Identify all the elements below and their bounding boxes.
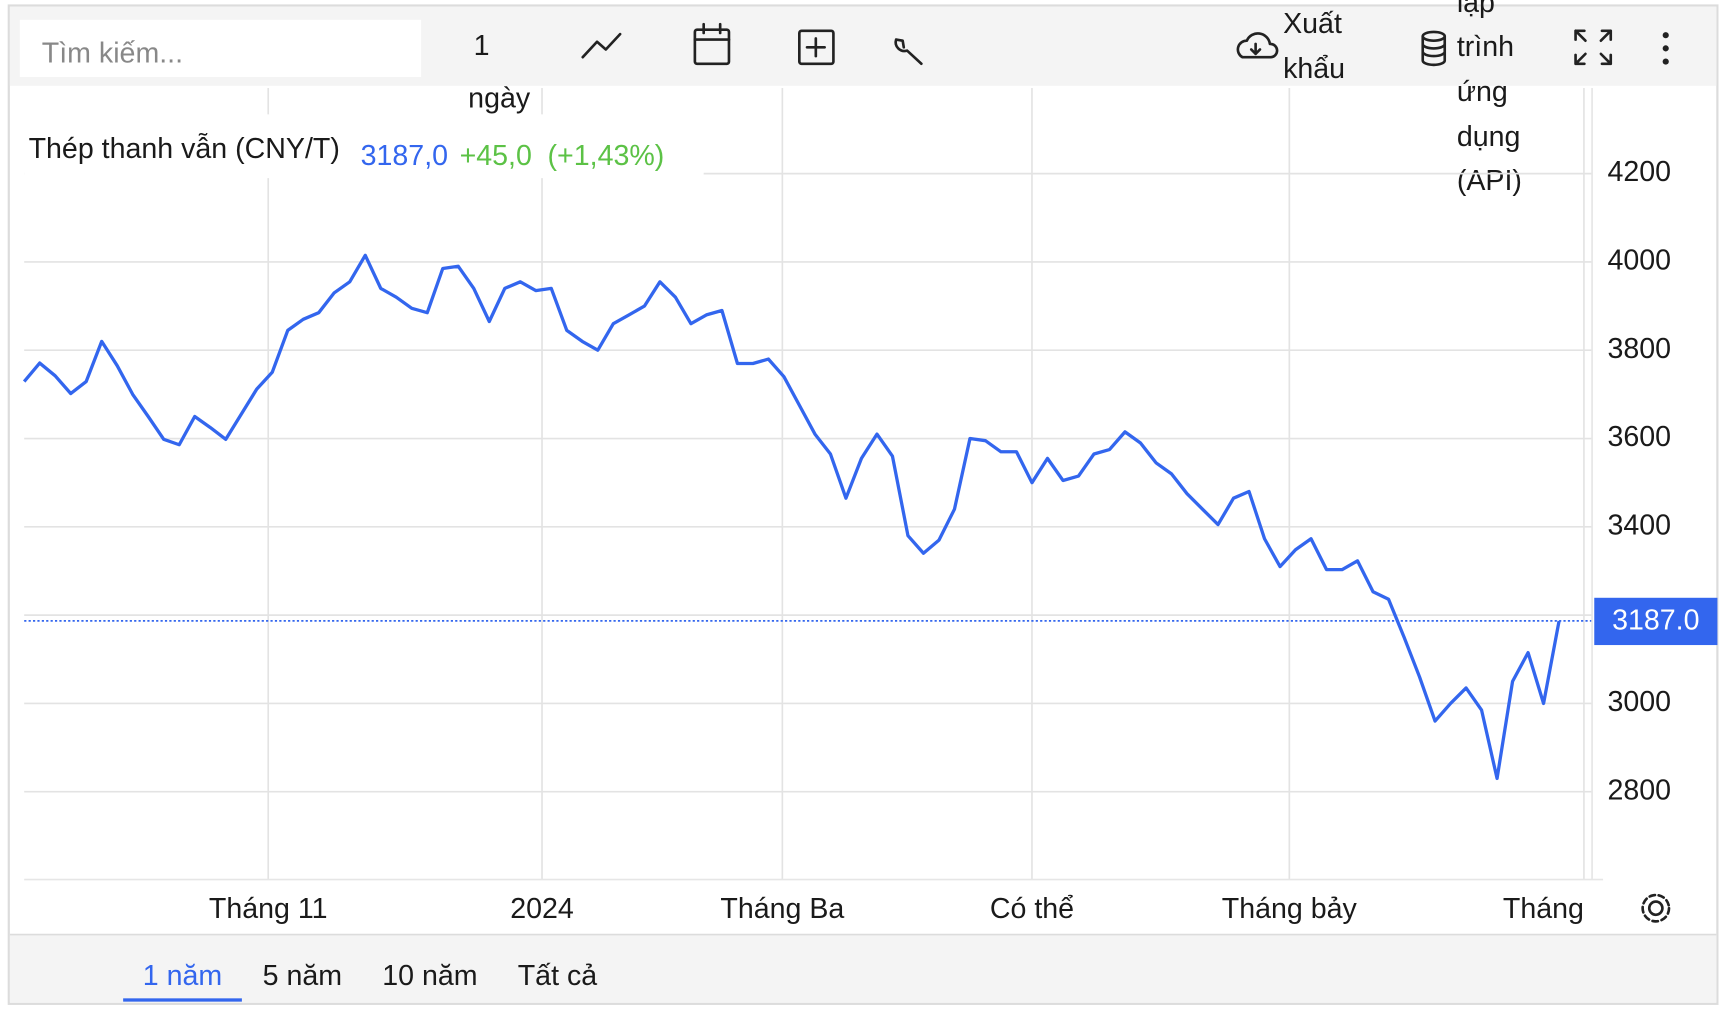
- range-button[interactable]: Tất cả: [518, 960, 598, 992]
- y-tick-label: 4000: [1607, 244, 1671, 276]
- range-button[interactable]: 5 năm: [263, 960, 342, 992]
- y-tick-label: 3800: [1607, 333, 1671, 365]
- more-menu[interactable]: [1662, 32, 1669, 65]
- x-tick-label: Tháng 11: [209, 893, 328, 925]
- x-tick-label: Có thể: [990, 893, 1074, 925]
- api-label[interactable]: dụng: [1457, 121, 1521, 153]
- calendar-icon[interactable]: [693, 22, 731, 66]
- x-tick-label: Tháng: [1503, 893, 1584, 925]
- last-price-label: 3187.0: [1612, 605, 1699, 637]
- api-label[interactable]: (API): [1457, 165, 1522, 197]
- range-bar: [9, 934, 1717, 1003]
- plot-area: [22, 87, 1593, 880]
- y-tick-label: 3600: [1607, 421, 1671, 453]
- x-tick-label: Tháng Ba: [720, 893, 844, 925]
- range-button[interactable]: 10 năm: [382, 960, 477, 992]
- api-label[interactable]: trình: [1457, 31, 1514, 63]
- search-box[interactable]: [19, 19, 422, 77]
- settings-wrench-icon[interactable]: [894, 38, 923, 66]
- legend-change-percent: (+1,43%): [548, 140, 665, 172]
- export-label[interactable]: Xuất: [1283, 8, 1342, 40]
- range-button[interactable]: 1 năm: [143, 960, 222, 992]
- interval[interactable]: 1: [474, 30, 490, 62]
- active-range-underline: [123, 998, 242, 1002]
- fullscreen-icon[interactable]: [1574, 29, 1613, 66]
- api-label[interactable]: ứng: [1457, 76, 1508, 108]
- chart-settings-icon[interactable]: [1641, 893, 1671, 923]
- add-indicator-icon[interactable]: [798, 29, 835, 66]
- api-icon[interactable]: [1421, 30, 1447, 67]
- last-price-tag: [1594, 597, 1718, 646]
- x-tick-label: Tháng bảy: [1222, 893, 1358, 925]
- y-tick-label: 3400: [1607, 509, 1671, 541]
- x-tick-label: 2024: [510, 893, 574, 925]
- y-tick-label: 2800: [1607, 774, 1671, 806]
- export-icon[interactable]: [1236, 32, 1279, 59]
- export-label[interactable]: khẩu: [1283, 53, 1345, 85]
- legend-value: 3187,0: [361, 140, 448, 172]
- price-line: [22, 253, 1561, 781]
- y-tick-label: 4200: [1607, 156, 1671, 188]
- legend-box: [24, 114, 704, 179]
- y-tick-label: 3000: [1607, 686, 1671, 718]
- search-placeholder: Tìm kiếm...: [42, 38, 183, 70]
- legend-name: Thép thanh vẫn (CNY/T): [29, 132, 340, 165]
- legend-change: +45,0: [460, 140, 532, 172]
- line-chart-icon[interactable]: [581, 32, 622, 59]
- api-label[interactable]: lập: [1457, 0, 1495, 19]
- interval-unit: ngày: [468, 83, 531, 115]
